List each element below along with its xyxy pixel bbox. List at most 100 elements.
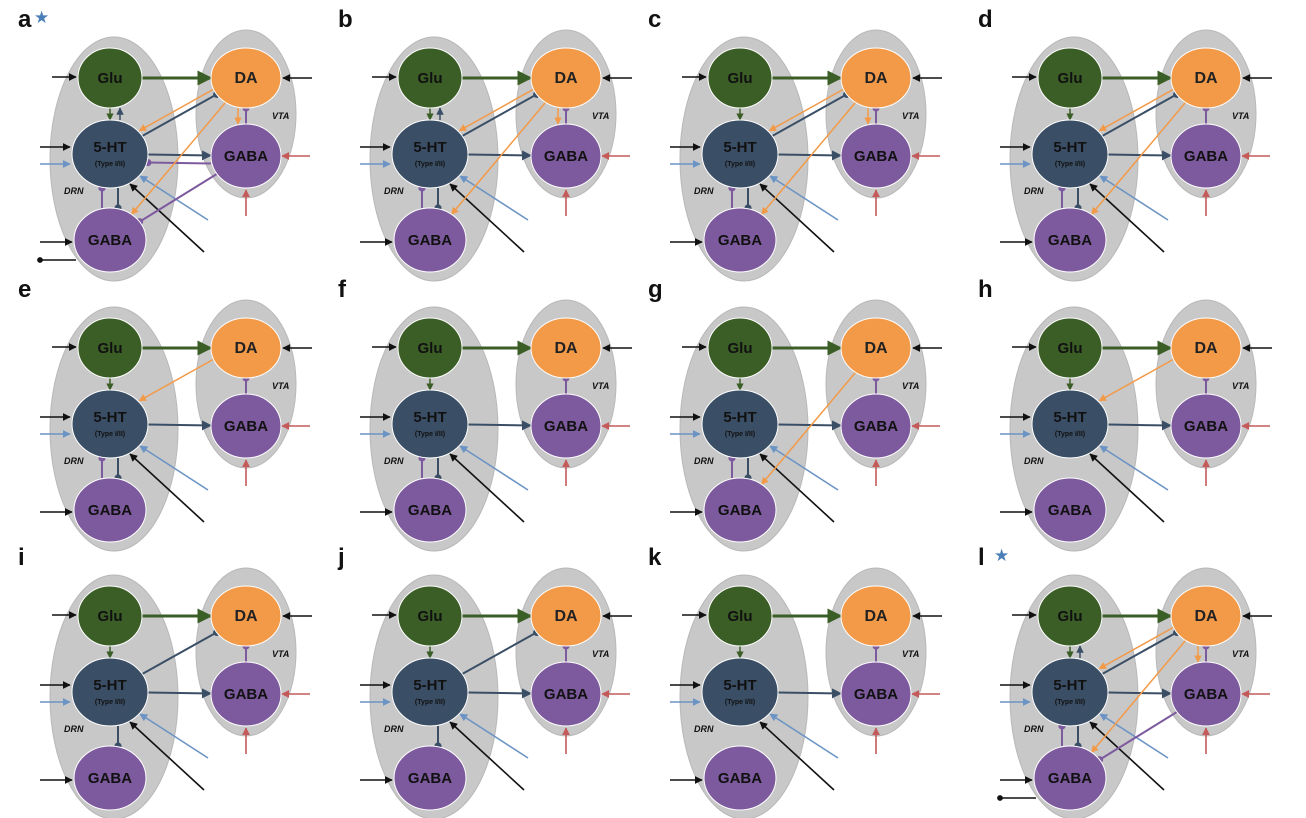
panel-i: Glu DA GABA GABA 5-HT (Type I/II) DRN VTA i <box>10 542 330 818</box>
edge-ht-to-da <box>461 90 541 137</box>
panel-label: j <box>338 544 345 571</box>
ht-node-label: 5-HT <box>723 677 756 694</box>
input-arrow <box>139 713 209 759</box>
edge-da-to-dgaba <box>760 101 857 215</box>
ht-node: 5-HT (Type I/II) <box>71 119 149 189</box>
vta-gaba-node: GABA <box>210 123 282 189</box>
da-node-label: DA <box>554 608 578 625</box>
vta-gaba-node: GABA <box>840 123 912 189</box>
input-arrow <box>1099 445 1169 491</box>
vta-label: VTA <box>272 649 289 659</box>
ht-subtype-label: (Type I/II) <box>415 699 445 706</box>
glu-node-label: Glu <box>1058 70 1083 87</box>
ht-subtype-label: (Type I/II) <box>95 431 125 438</box>
ht-subtype-label: (Type I/II) <box>415 431 445 438</box>
edge-da-to-dgaba <box>1090 101 1187 215</box>
vta-label: VTA <box>592 381 609 391</box>
panel-f: Glu DA GABA GABA 5-HT (Type I/II) DRN VTA f <box>330 274 650 552</box>
glu-node-label: Glu <box>98 608 123 625</box>
circuit-diagram: Glu DA GABA GABA 5-HT (Type I/II) DRN VTA <box>360 567 632 818</box>
drn-label: DRN <box>64 456 84 466</box>
edge-da-to-dgaba <box>760 371 857 485</box>
edge-vgaba-to-dgaba <box>135 173 218 226</box>
input-arrow <box>759 183 835 253</box>
panel-label: b <box>338 6 353 33</box>
drn-label: DRN <box>694 456 714 466</box>
circuit-diagram: Glu DA GABA GABA 5-HT (Type I/II) DRN VTA <box>37 29 312 282</box>
da-node-label: DA <box>1194 608 1218 625</box>
panel-l: Glu DA GABA GABA 5-HT (Type I/II) DRN VTA l ★ <box>970 542 1290 818</box>
vta-gaba-node: GABA <box>840 661 912 727</box>
edge-ht-to-vgaba <box>467 688 533 699</box>
ht-node-label: 5-HT <box>723 409 756 426</box>
input-arrow <box>459 175 529 221</box>
edge-ht-to-vgaba <box>147 688 213 699</box>
vta-gaba-node: GABA <box>210 393 282 459</box>
input-arrow <box>129 721 205 791</box>
da-node-label: DA <box>234 70 258 87</box>
ht-subtype-label: (Type I/II) <box>1055 699 1085 706</box>
input-arrow <box>449 721 525 791</box>
input-arrow <box>1089 721 1165 791</box>
da-node: DA <box>210 585 282 647</box>
drn-label: DRN <box>64 724 84 734</box>
ht-node: 5-HT (Type I/II) <box>71 657 149 727</box>
vta-gaba-node-label: GABA <box>854 686 898 703</box>
vta-label: VTA <box>272 111 289 121</box>
edge-ht-to-vgaba <box>777 688 843 699</box>
panel-label: h <box>978 276 993 303</box>
glu-node-label: Glu <box>418 70 443 87</box>
da-node: DA <box>1170 585 1242 647</box>
vta-gaba-node-label: GABA <box>1184 148 1228 165</box>
drn-gaba-node: GABA <box>393 477 467 543</box>
panel-e: Glu DA GABA GABA 5-HT (Type I/II) DRN VTA e <box>10 274 330 552</box>
ht-node: 5-HT (Type I/II) <box>701 389 779 459</box>
vta-gaba-node-label: GABA <box>854 418 898 435</box>
drn-gaba-node-label: GABA <box>718 770 762 787</box>
ht-node-label: 5-HT <box>413 139 446 156</box>
vta-gaba-node: GABA <box>1170 393 1242 459</box>
vta-gaba-node-label: GABA <box>224 148 268 165</box>
ht-subtype-label: (Type I/II) <box>725 431 755 438</box>
glu-node-label: Glu <box>1058 340 1083 357</box>
drn-gaba-node-label: GABA <box>88 232 132 249</box>
drn-gaba-node: GABA <box>73 207 147 273</box>
input-arrow <box>769 713 839 759</box>
da-node-label: DA <box>554 340 578 357</box>
glu-node: Glu <box>1037 317 1103 379</box>
drn-gaba-node-label: GABA <box>718 502 762 519</box>
panel-label: k <box>648 544 662 571</box>
glu-node-label: Glu <box>98 340 123 357</box>
vta-gaba-node: GABA <box>1170 661 1242 727</box>
vta-label: VTA <box>272 381 289 391</box>
ht-node-label: 5-HT <box>413 677 446 694</box>
drn-gaba-node: GABA <box>703 207 777 273</box>
glu-node: Glu <box>707 317 773 379</box>
ht-node: 5-HT (Type I/II) <box>391 119 469 189</box>
da-node: DA <box>210 47 282 109</box>
edge-da-to-ht <box>1098 358 1175 402</box>
ht-node: 5-HT (Type I/II) <box>391 657 469 727</box>
edge-ht-to-da <box>461 628 541 675</box>
vta-label: VTA <box>592 649 609 659</box>
drn-label: DRN <box>1024 186 1044 196</box>
panel-label: i <box>18 544 25 571</box>
input-arrow <box>139 445 209 491</box>
glu-node: Glu <box>397 585 463 647</box>
edge-da-to-ht <box>138 358 215 402</box>
input-arrow <box>759 453 835 523</box>
vta-gaba-node-label: GABA <box>544 418 588 435</box>
edge-ht-to-da <box>771 90 851 137</box>
da-node-label: DA <box>234 340 258 357</box>
drn-gaba-node-label: GABA <box>718 232 762 249</box>
ht-node-label: 5-HT <box>1053 409 1086 426</box>
input-arrow <box>129 453 205 523</box>
da-node-label: DA <box>1194 340 1218 357</box>
edge-ht-to-vgaba <box>1107 688 1173 699</box>
da-node: DA <box>530 317 602 379</box>
star-icon: ★ <box>34 8 50 27</box>
vta-gaba-node-label: GABA <box>544 686 588 703</box>
da-node: DA <box>530 585 602 647</box>
da-node: DA <box>210 317 282 379</box>
input-arrow <box>759 721 835 791</box>
